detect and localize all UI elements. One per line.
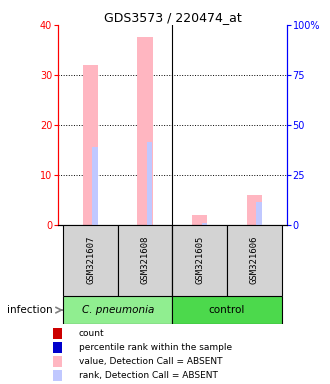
Bar	[83, 65, 98, 225]
Bar	[118, 225, 173, 296]
Bar	[256, 202, 262, 225]
Text: infection: infection	[7, 305, 52, 315]
Bar	[53, 328, 62, 339]
Text: GSM321608: GSM321608	[141, 236, 149, 284]
Bar	[53, 369, 62, 381]
Bar	[53, 342, 62, 353]
Text: control: control	[209, 305, 245, 315]
Bar	[247, 195, 262, 225]
Bar	[192, 215, 207, 225]
Text: GSM321607: GSM321607	[86, 236, 95, 284]
Text: GSM321605: GSM321605	[195, 236, 204, 284]
Bar	[173, 296, 281, 324]
Text: rank, Detection Call = ABSENT: rank, Detection Call = ABSENT	[79, 371, 218, 380]
Bar	[138, 38, 153, 225]
Bar	[173, 225, 227, 296]
Bar	[63, 296, 173, 324]
Title: GDS3573 / 220474_at: GDS3573 / 220474_at	[104, 11, 241, 24]
Bar	[227, 225, 281, 296]
Text: count: count	[79, 329, 104, 338]
Bar	[147, 142, 152, 225]
Text: GSM321606: GSM321606	[250, 236, 259, 284]
Bar	[202, 223, 207, 225]
Text: value, Detection Call = ABSENT: value, Detection Call = ABSENT	[79, 357, 222, 366]
Bar	[63, 225, 118, 296]
Bar	[53, 356, 62, 367]
Text: C. pneumonia: C. pneumonia	[82, 305, 154, 315]
Text: percentile rank within the sample: percentile rank within the sample	[79, 343, 232, 352]
Bar	[92, 147, 98, 225]
